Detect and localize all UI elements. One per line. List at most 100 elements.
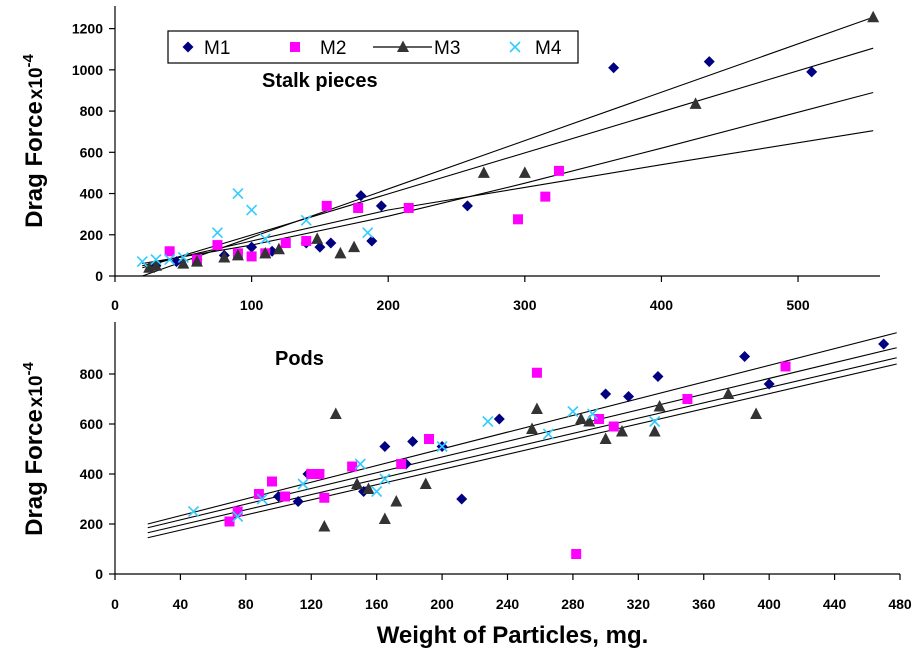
- data-point-m4-stroke-b: [649, 415, 661, 428]
- data-point-m3: [231, 248, 244, 261]
- data-point-m4-stroke-b: [187, 505, 200, 518]
- x-tick-label: 0: [111, 297, 119, 313]
- data-point-m4-stroke-b: [150, 253, 162, 266]
- y-axis-label-base: 10: [26, 67, 47, 88]
- data-point-m1: [623, 391, 635, 402]
- data-point-m4-stroke-b: [362, 227, 374, 239]
- data-point-m1: [375, 200, 387, 212]
- legend-label-m2: M2: [320, 38, 346, 59]
- x-tick-label: 200: [377, 297, 401, 313]
- trend-line-4: [147, 363, 897, 539]
- data-point-m2: [553, 165, 564, 176]
- data-point-m4: [300, 214, 312, 226]
- data-point-m3: [259, 246, 272, 259]
- x-tick-label: 120: [300, 596, 324, 612]
- x-tick-label: 160: [365, 596, 389, 612]
- data-point-m2: [424, 434, 434, 444]
- data-point-m4-stroke-b: [379, 473, 391, 485]
- data-point-m2: [396, 459, 407, 469]
- y-tick-label: 0: [95, 268, 103, 284]
- data-point-m4-stroke-b: [297, 478, 309, 490]
- data-point-m3: [149, 259, 162, 271]
- trend-curve-3: [142, 91, 874, 265]
- x-tick-label: 280: [561, 596, 585, 612]
- series-m4: [187, 405, 661, 523]
- legend: M1 M2 M3 M4: [167, 30, 579, 64]
- y-tick-label: 0: [95, 566, 103, 582]
- data-point-m4: [371, 485, 383, 498]
- data-point-m4-stroke-b: [232, 187, 244, 200]
- data-point-m3: [477, 166, 490, 178]
- data-point-m2: [280, 238, 291, 249]
- data-point-m2: [253, 489, 264, 499]
- data-point-m1: [739, 351, 751, 362]
- data-point-m3: [518, 166, 531, 178]
- data-point-m1: [366, 235, 378, 247]
- y-tick-label: 800: [80, 103, 104, 119]
- data-point-m2: [246, 251, 257, 262]
- legend-label-m3: M3: [434, 38, 460, 59]
- data-point-m2: [224, 516, 235, 527]
- legend-marker-m3: [397, 40, 409, 52]
- data-point-m4-stroke-b: [567, 405, 579, 418]
- x-tick-label: 80: [238, 596, 254, 612]
- x-tick-label: 400: [757, 596, 781, 612]
- y-axis-label-base: 10: [26, 375, 47, 396]
- data-point-m4: [232, 510, 244, 523]
- data-point-m3: [362, 482, 375, 494]
- data-point-m3: [653, 400, 666, 412]
- y-tick-label: 600: [80, 416, 104, 432]
- data-point-m4-stroke-b: [354, 458, 366, 470]
- y-tick-label: 200: [80, 516, 104, 532]
- data-point-m4: [136, 256, 148, 268]
- data-point-m2: [164, 246, 175, 257]
- y-tick-label: 1000: [72, 62, 103, 78]
- panel-annotation: Pods: [275, 348, 324, 370]
- data-point-m4: [379, 473, 391, 485]
- data-point-m3: [318, 520, 331, 532]
- data-point-m1: [314, 241, 326, 253]
- data-point-m1: [763, 378, 775, 390]
- y-axis-label-exponent: -4: [20, 361, 37, 375]
- x-tick-label: 360: [692, 596, 716, 612]
- data-point-m3: [722, 387, 735, 399]
- data-point-m4: [649, 415, 661, 428]
- series-m2: [224, 361, 791, 559]
- data-point-m3: [311, 232, 324, 244]
- data-point-m3: [334, 246, 347, 259]
- data-point-m2: [267, 476, 277, 487]
- x-tick-label: 0: [111, 596, 119, 612]
- data-point-m1: [407, 436, 419, 447]
- x-tick-label: 40: [173, 596, 189, 612]
- data-point-m4: [436, 440, 448, 453]
- data-point-m4-stroke-b: [542, 428, 554, 440]
- data-point-m4-stroke-b: [246, 204, 258, 216]
- data-point-m2: [594, 414, 605, 424]
- data-point-m4: [164, 253, 176, 266]
- data-point-m3: [575, 412, 588, 424]
- data-point-m1: [456, 493, 468, 505]
- data-point-m1: [461, 200, 473, 212]
- legend-marker-m1: [182, 41, 194, 53]
- data-point-m4: [354, 458, 366, 470]
- data-point-m1: [600, 388, 612, 400]
- legend-marker-m4: [509, 41, 521, 53]
- y-tick-label: 200: [80, 227, 104, 243]
- data-point-m3: [390, 495, 403, 507]
- data-point-m3: [378, 512, 391, 524]
- data-point-m4: [482, 415, 494, 428]
- data-point-m3: [750, 407, 763, 419]
- data-point-m4-stroke-b: [300, 214, 312, 226]
- data-point-m2: [321, 200, 332, 211]
- series-m3: [318, 387, 763, 532]
- data-point-m2: [608, 421, 619, 432]
- data-point-m3: [867, 10, 880, 23]
- data-point-m1: [608, 62, 620, 74]
- data-point-m2: [301, 235, 312, 246]
- trend-line-1: [142, 16, 874, 277]
- x-axis-label: Weight of Particles, mg.: [377, 622, 649, 649]
- data-point-m1: [493, 413, 505, 425]
- data-point-m3: [615, 425, 628, 437]
- trend-line-1: [147, 332, 897, 525]
- data-point-m1: [246, 241, 258, 253]
